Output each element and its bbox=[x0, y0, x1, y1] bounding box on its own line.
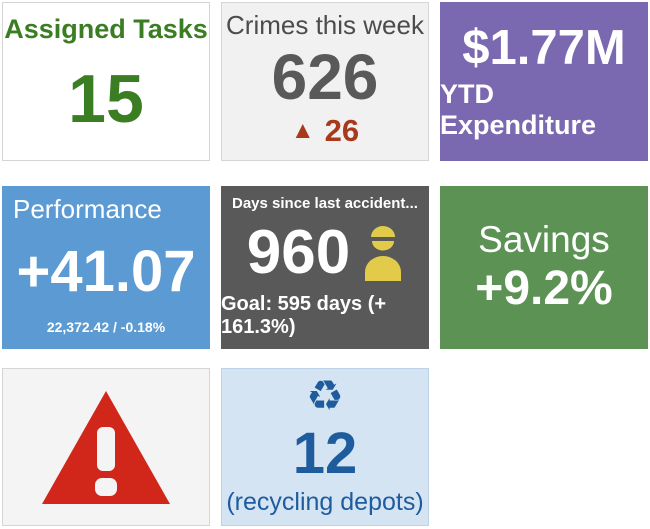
expenditure-tile: $1.77M YTD Expenditure bbox=[440, 2, 648, 161]
dashboard-row-2: Performance +41.07 22,372.42 / -0.18% Da… bbox=[2, 186, 648, 349]
up-triangle-icon: ▲ bbox=[290, 117, 315, 144]
accident-title: Days since last accident... bbox=[232, 195, 418, 212]
expenditure-value: $1.77M bbox=[462, 20, 626, 75]
accident-goal: Goal: 595 days (+ 161.3%) bbox=[221, 293, 387, 338]
recycle-icon: ♻ bbox=[306, 371, 344, 420]
crimes-delta: ▲ 26 bbox=[291, 113, 359, 149]
recycling-caption: (recycling depots) bbox=[226, 488, 424, 516]
accident-value: 960 bbox=[246, 217, 351, 287]
performance-subtext: 22,372.42 / -0.18% bbox=[46, 319, 166, 335]
performance-tile: Performance +41.07 22,372.42 / -0.18% bbox=[2, 186, 210, 349]
savings-tile: Savings +9.2% bbox=[440, 186, 648, 349]
crimes-value: 626 bbox=[271, 41, 379, 113]
alert-tile bbox=[2, 368, 210, 526]
assigned-tasks-tile: Assigned Tasks 15 bbox=[2, 2, 210, 161]
warning-icon bbox=[39, 387, 173, 508]
savings-title: Savings bbox=[478, 218, 610, 260]
worker-icon bbox=[363, 224, 403, 282]
dashboard-row-3: ♻ 12 (recycling depots) bbox=[2, 368, 648, 526]
recycling-value: 12 bbox=[292, 420, 358, 486]
savings-value: +9.2% bbox=[475, 262, 613, 316]
recycling-tile: ♻ 12 (recycling depots) bbox=[221, 368, 429, 526]
dashboard-row-1: Assigned Tasks 15 Crimes this week 626 ▲… bbox=[2, 2, 648, 161]
crimes-delta-value: 26 bbox=[324, 113, 360, 148]
performance-title: Performance bbox=[13, 194, 162, 224]
expenditure-label: YTD Expenditure bbox=[440, 79, 597, 141]
performance-value: +41.07 bbox=[16, 239, 196, 304]
accident-value-row: 960 bbox=[247, 212, 403, 293]
crimes-title: Crimes this week bbox=[226, 10, 424, 40]
assigned-tasks-title: Assigned Tasks bbox=[4, 14, 208, 44]
accident-tile: Days since last accident... 960 Goal: 59… bbox=[221, 186, 429, 349]
empty-slot bbox=[440, 368, 648, 526]
assigned-tasks-value: 15 bbox=[68, 60, 144, 137]
crimes-tile: Crimes this week 626 ▲ 26 bbox=[221, 2, 429, 161]
